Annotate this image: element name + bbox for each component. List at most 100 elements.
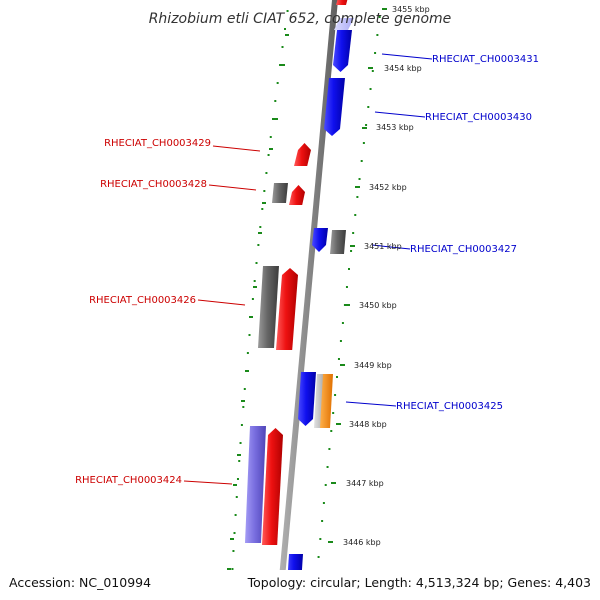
leader-line (183, 480, 233, 485)
dot (272, 118, 275, 120)
gene-ch0003428-arrow (289, 185, 305, 205)
gene-label-ch0003427[interactable]: RHECIAT_CH0003427 (410, 244, 517, 255)
dot (238, 460, 241, 462)
dot (261, 208, 264, 210)
dot (234, 514, 237, 516)
gene-label-ch0003426[interactable]: RHECIAT_CH0003426 (89, 295, 196, 306)
dot (343, 304, 346, 306)
scale-tick (269, 148, 273, 150)
scale-tick (368, 67, 373, 69)
dot (233, 532, 236, 534)
scale-tick (281, 64, 285, 66)
dot (328, 448, 331, 450)
leader-line (212, 145, 261, 152)
dot (255, 262, 258, 264)
gene-feature-pale-blue (334, 18, 354, 30)
kbp-label-3455: 3455 kbp (392, 5, 430, 14)
gene-ch0003430-arrow (324, 78, 345, 136)
scale-tick (362, 127, 367, 129)
backbone-line (277, 0, 338, 600)
kbp-label-3452: 3452 kbp (369, 183, 407, 192)
dot (259, 226, 262, 228)
footer-band (0, 570, 600, 600)
dot (367, 106, 370, 108)
dot (284, 28, 287, 30)
scale-tick (350, 245, 355, 247)
chromosome-backbone (277, 0, 338, 600)
gene-ch0003427-grey (330, 230, 346, 254)
dot (274, 100, 277, 102)
gene-label-ch0003424[interactable]: RHECIAT_CH0003424 (75, 475, 182, 486)
kbp-label-3446: 3446 kbp (343, 538, 381, 547)
dot (341, 322, 344, 324)
gene-ch0003424-purple (245, 426, 266, 543)
dot (253, 280, 256, 282)
gene-ch0003426-grey (258, 266, 279, 348)
gene-ch0003424-arrow (262, 428, 283, 545)
scale-tick (328, 541, 333, 543)
scale-tick (262, 202, 266, 204)
dot (257, 244, 260, 246)
scale-tick (230, 538, 234, 540)
scale-tick (241, 400, 245, 402)
scale-tick (345, 304, 350, 306)
dot (330, 430, 333, 432)
scale-ticks (227, 8, 387, 570)
genome-title: Rhizobium etli CIAT 652, complete genome (149, 11, 452, 27)
scale-tick (331, 482, 336, 484)
scale-tick (245, 370, 249, 372)
dot (231, 568, 234, 570)
dot (246, 352, 249, 354)
scale-tick (249, 316, 253, 318)
dot (267, 154, 270, 156)
leader-line (197, 299, 246, 306)
dot (371, 70, 374, 72)
kbp-label-3453: 3453 kbp (376, 123, 414, 132)
scale-tick (340, 364, 345, 366)
dot (263, 190, 266, 192)
dot (265, 172, 268, 174)
scale-tick (274, 118, 278, 120)
gene-ch0003428-grey (272, 183, 288, 203)
dot (345, 286, 348, 288)
dot (251, 298, 254, 300)
gene-label-ch0003431[interactable]: RHECIAT_CH0003431 (432, 54, 539, 65)
kbp-label-3450: 3450 kbp (359, 301, 397, 310)
leader-line (374, 111, 426, 118)
scale-tick (258, 232, 262, 234)
dot (281, 46, 284, 48)
scale-tick (237, 454, 241, 456)
kbp-label-3451: 3451 kbp (364, 242, 402, 251)
gene-label-ch0003430[interactable]: RHECIAT_CH0003430 (425, 112, 532, 123)
scale-tick (355, 186, 360, 188)
leader-line (208, 184, 257, 191)
dot (352, 232, 355, 234)
dot (279, 64, 282, 66)
dot (235, 496, 238, 498)
dot (239, 442, 242, 444)
gene-ch0003427-arrow (312, 228, 328, 252)
gene-ch0003425-arrow (298, 372, 316, 426)
kbp-label-3447: 3447 kbp (346, 479, 384, 488)
dot (321, 520, 324, 522)
dot (376, 34, 379, 36)
gene-ch0003425-orange (320, 374, 333, 428)
scale-tick (233, 484, 237, 486)
gene-feature-red (336, 0, 348, 5)
scale-tick (336, 423, 341, 425)
dot (358, 178, 361, 180)
dot (332, 412, 335, 414)
kbp-label-3454: 3454 kbp (384, 64, 422, 73)
dot (334, 394, 337, 396)
dot (248, 334, 251, 336)
gene-label-ch0003425[interactable]: RHECIAT_CH0003425 (396, 401, 503, 412)
topology-text: Topology: circular; Length: 4,513,324 bp… (247, 575, 591, 590)
dot (232, 550, 235, 552)
kbp-label-3448: 3448 kbp (349, 420, 387, 429)
kbp-label-3449: 3449 kbp (354, 361, 392, 370)
gene-label-ch0003428[interactable]: RHECIAT_CH0003428 (100, 179, 207, 190)
dot (356, 196, 359, 198)
gene-label-ch0003429[interactable]: RHECIAT_CH0003429 (104, 138, 211, 149)
dot (324, 484, 327, 486)
dot (350, 250, 353, 252)
